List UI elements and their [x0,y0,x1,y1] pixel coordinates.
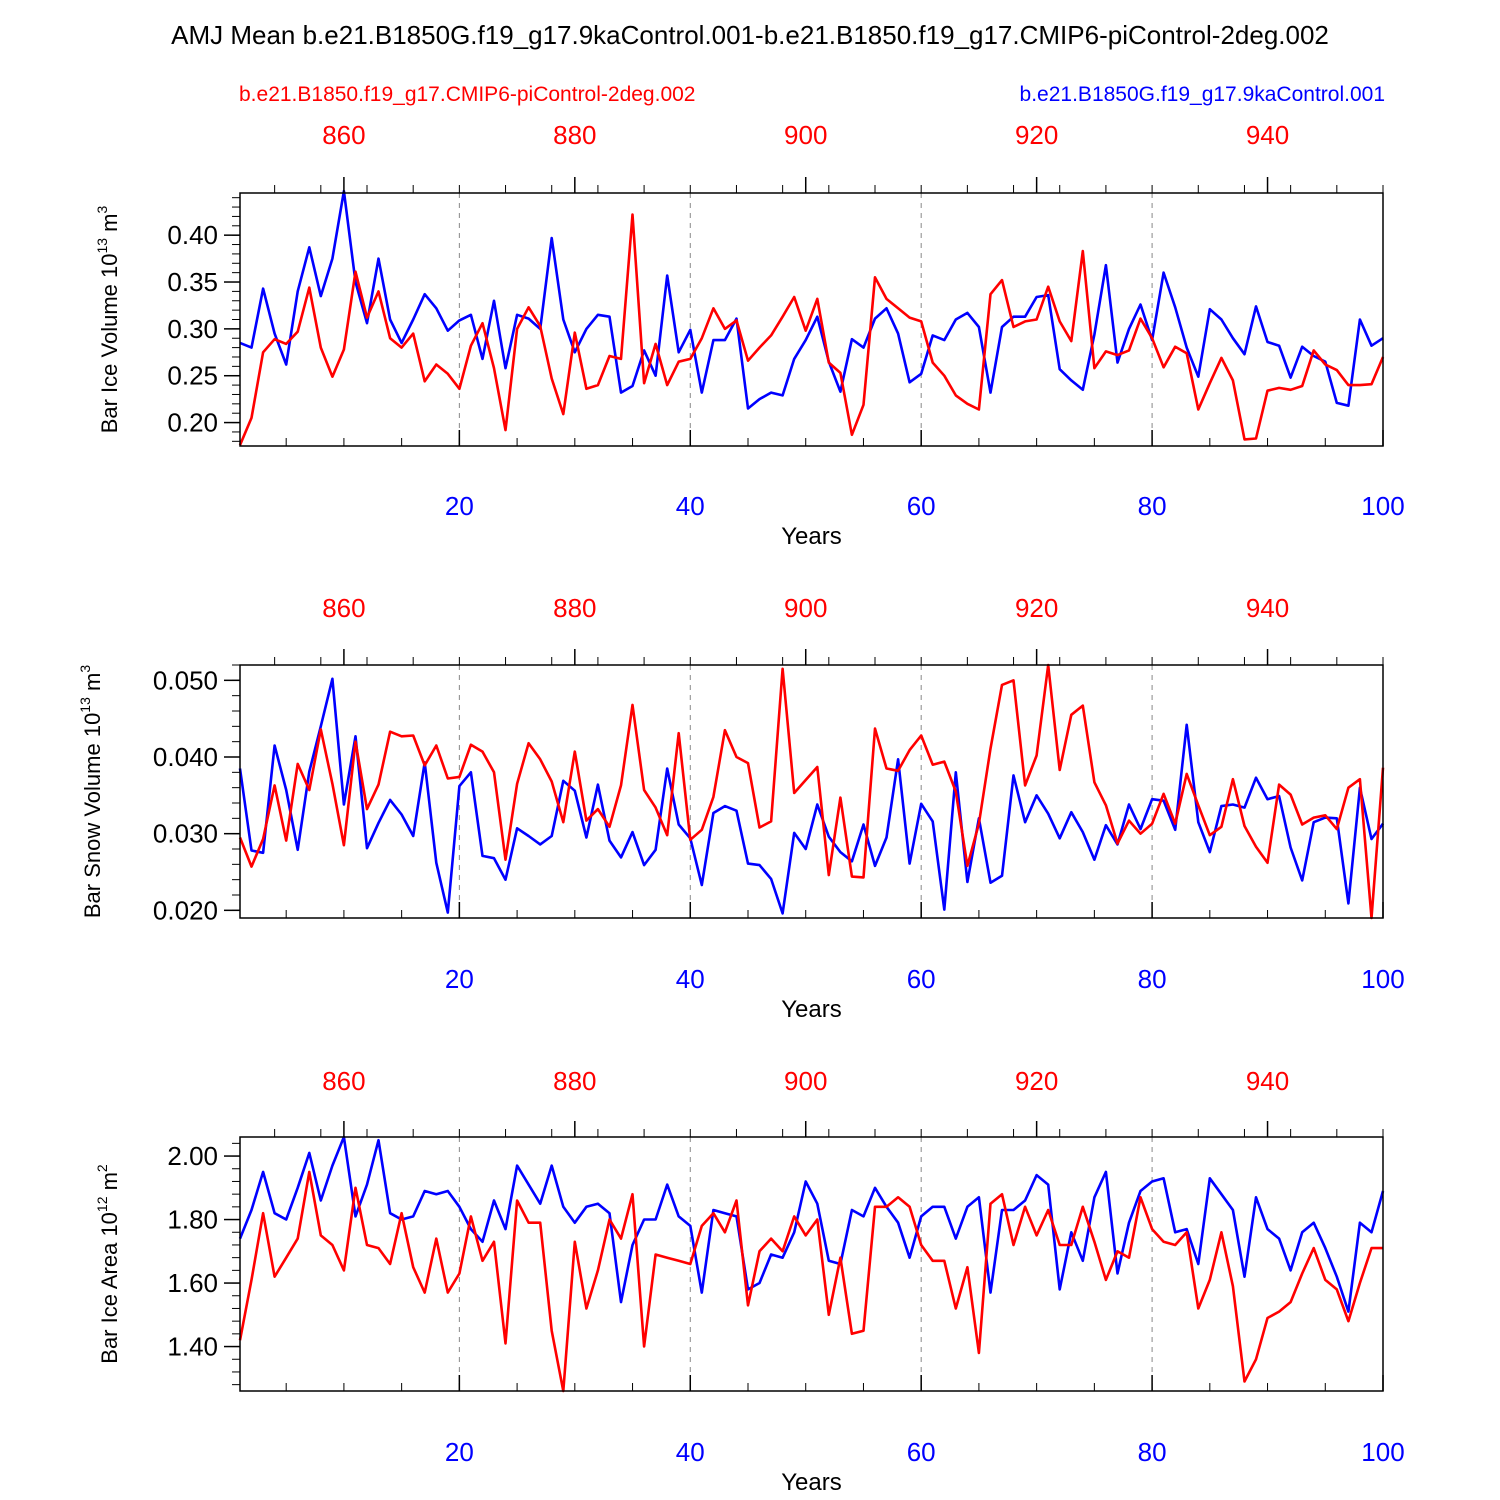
x-tick-label-top: 920 [1015,120,1058,150]
panel-ice-area: 1.40 1.60 1.80 2.00 20 40 60 80 100 860 880 900 920 9… [94,1066,1405,1496]
x-axis-label: Years [781,996,842,1023]
x-axis-label: Years [781,1469,842,1496]
y-tick-label: 0.030 [153,819,218,849]
series-line-red [238,1170,1383,1393]
panel-ice-volume: 0.20 0.25 0.30 0.35 0.40 20 40 60 80 100 860 880 900… [94,120,1405,550]
x-tick-label-bottom: 80 [1138,964,1167,994]
x-tick-label-top: 880 [553,593,596,623]
x-tick-label-top: 900 [784,120,827,150]
plot-frame [239,192,1384,447]
x-tick-label-bottom: 40 [676,491,705,521]
x-tick-label-bottom: 20 [445,1437,474,1467]
x-tick-label-bottom: 100 [1361,964,1404,994]
x-tick-label-top: 940 [1246,593,1289,623]
series-line-blue [238,677,1385,915]
series-line-red [238,663,1385,920]
x-tick-label-bottom: 80 [1138,491,1167,521]
plot-frame [239,664,1384,919]
y-axis-label: Bar Ice Area 1012 m2 [94,1164,122,1364]
x-tick-label-bottom: 40 [676,964,705,994]
x-tick-label-top: 940 [1246,1066,1289,1096]
x-tick-label-top: 940 [1246,120,1289,150]
series-line-blue [239,189,1384,410]
plot-frame [239,1136,1384,1392]
x-tick-label-bottom: 80 [1138,1437,1167,1467]
y-tick-label: 2.00 [167,1141,218,1171]
x-tick-label-top: 880 [553,1066,596,1096]
chart-title: AMJ Mean b.e21.B1850G.f19_g17.9kaControl… [171,20,1329,50]
x-tick-label-bottom: 40 [676,1437,705,1467]
x-tick-label-top: 920 [1015,1066,1058,1096]
y-axis-label: Bar Ice Volume 1013 m3 [94,205,122,433]
x-tick-label-top: 880 [553,120,596,150]
x-tick-label-bottom: 60 [907,1437,936,1467]
x-tick-label-top: 920 [1015,593,1058,623]
x-tick-label-top: 860 [322,593,365,623]
x-tick-label-top: 860 [322,120,365,150]
y-tick-label: 1.40 [167,1332,218,1362]
x-tick-label-top: 860 [322,1066,365,1096]
y-tick-label: 0.20 [167,408,218,438]
y-tick-label: 0.040 [153,742,218,772]
x-tick-label-bottom: 100 [1361,491,1404,521]
x-axis-label: Years [781,523,842,550]
x-tick-label-bottom: 20 [445,491,474,521]
y-tick-label: 1.60 [167,1268,218,1298]
series-line-blue [238,1135,1385,1313]
y-tick-label: 1.80 [167,1205,218,1235]
y-tick-label: 0.40 [167,220,218,250]
x-tick-label-bottom: 20 [445,964,474,994]
legend-red-label: b.e21.B1850.f19_g17.CMIP6-piControl-2deg… [239,83,695,106]
y-tick-label: 0.050 [153,665,218,695]
y-tick-label: 0.020 [153,895,218,925]
series-line-red [238,213,1385,446]
x-tick-label-top: 900 [784,1066,827,1096]
y-tick-label: 0.25 [167,361,218,391]
y-tick-label: 0.35 [167,267,218,297]
x-tick-label-bottom: 60 [907,964,936,994]
legend-blue-label: b.e21.B1850G.f19_g17.9kaControl.001 [1020,83,1385,106]
panel-snow-volume: 0.020 0.030 0.040 0.050 20 40 60 80 100 860 880 900… [77,593,1405,1023]
y-tick-label: 0.30 [167,314,218,344]
x-tick-label-top: 900 [784,593,827,623]
y-axis-label: Bar Snow Volume 1013 m3 [77,665,105,919]
x-tick-label-bottom: 100 [1361,1437,1404,1467]
x-tick-label-bottom: 60 [907,491,936,521]
